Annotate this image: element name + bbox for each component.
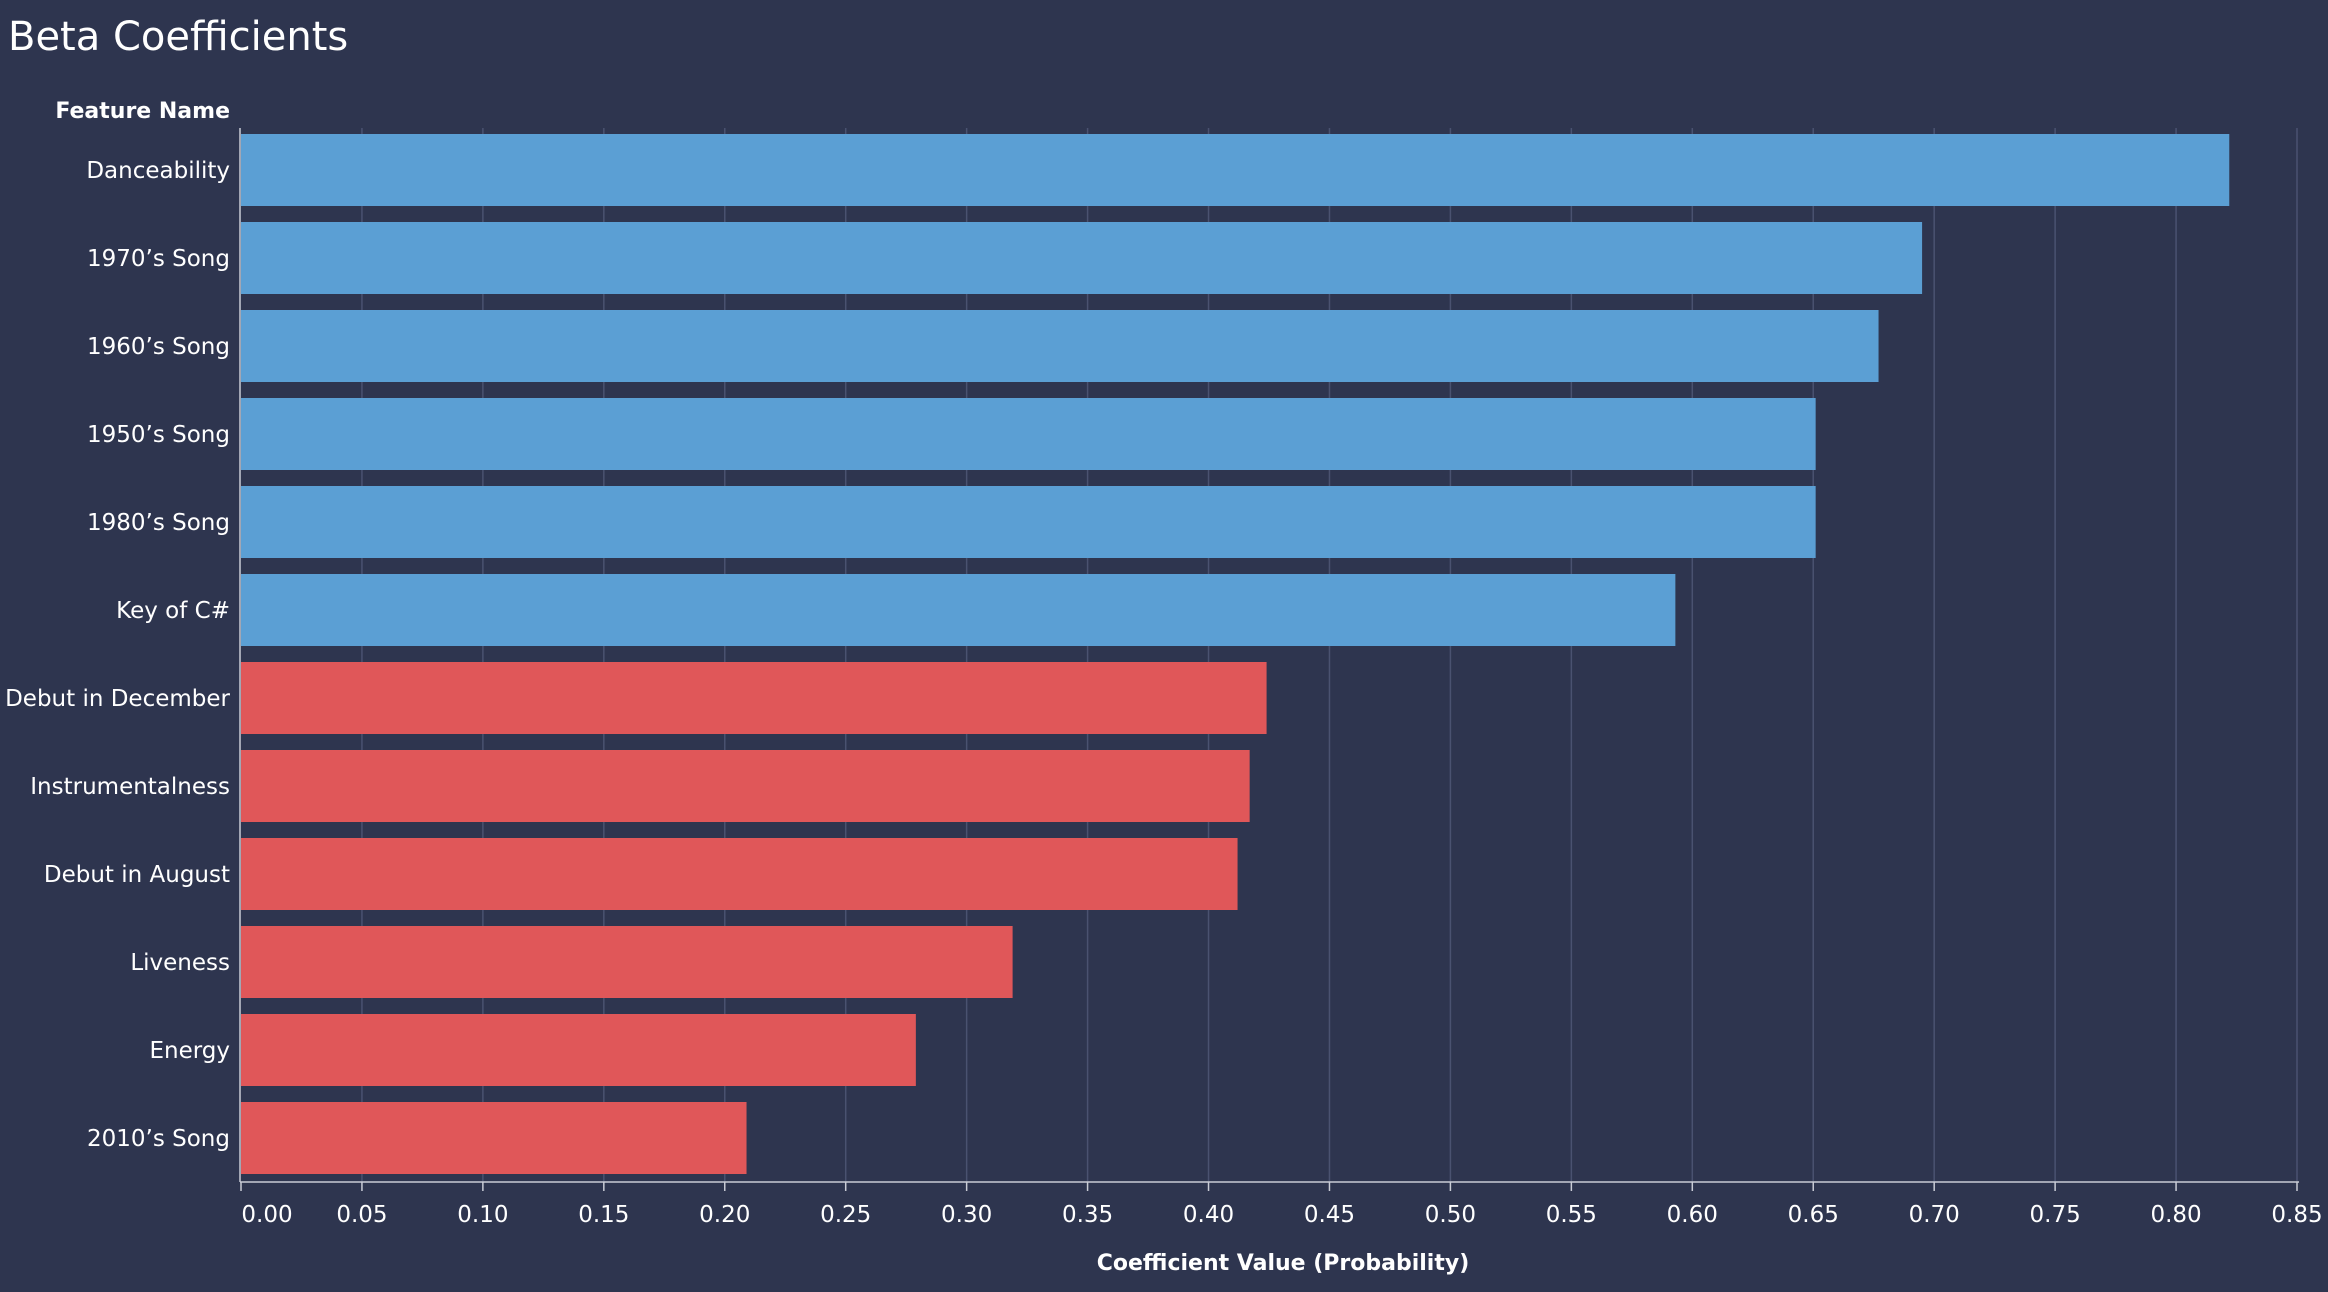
bar <box>241 1014 916 1086</box>
category-label: Debut in December <box>5 686 230 712</box>
x-tick-label: 0.30 <box>941 1202 992 1228</box>
axis-layer: 0.00 0.05 0.10 0.15 0.20 0.25 0.30 0.35 0.40 0.45… <box>239 128 2323 1228</box>
x-tick-label: 0.45 <box>1304 1202 1355 1228</box>
x-tick-label: 0.35 <box>1062 1202 1113 1228</box>
chart-title: Beta Coefficients <box>8 14 349 60</box>
x-tick-label: 0.00 <box>241 1202 292 1228</box>
y-axis-title: Feature Name <box>55 99 230 124</box>
x-tick-label: 0.10 <box>457 1202 508 1228</box>
x-tick-label: 0.25 <box>820 1202 871 1228</box>
category-label: Key of C# <box>116 598 230 624</box>
bar <box>241 574 1676 646</box>
category-label: 2010’s Song <box>87 1126 230 1152</box>
x-tick-label: 0.20 <box>699 1202 750 1228</box>
category-label: 1970’s Song <box>87 246 230 272</box>
x-tick-label: 0.05 <box>336 1202 387 1228</box>
bar <box>241 838 1238 910</box>
x-tick-label: 0.70 <box>1909 1202 1960 1228</box>
category-label: 1980’s Song <box>87 510 230 536</box>
bar <box>241 750 1250 822</box>
bar <box>241 662 1267 734</box>
label-layer: Danceability 1970’s Song 1960’s Song 1950’s… <box>5 158 230 1152</box>
x-tick-label: 0.80 <box>2150 1202 2201 1228</box>
x-tick-label: 0.75 <box>2030 1202 2081 1228</box>
x-tick-label: 0.60 <box>1667 1202 1718 1228</box>
x-tick-label: 0.65 <box>1788 1202 1839 1228</box>
category-label: Debut in August <box>44 862 230 888</box>
bar <box>241 134 2230 206</box>
category-label: Danceability <box>86 158 230 184</box>
grid-layer <box>361 128 2298 1182</box>
bar <box>241 926 1013 998</box>
bar <box>241 486 1816 558</box>
x-axis-title: Coefficient Value (Probability) <box>1097 1251 1470 1276</box>
category-label: Energy <box>149 1038 230 1064</box>
bar <box>241 398 1816 470</box>
bar <box>241 1102 747 1174</box>
x-tick-label: 0.85 <box>2271 1202 2322 1228</box>
bar <box>241 310 1879 382</box>
category-label: 1960’s Song <box>87 334 230 360</box>
x-tick-label: 0.55 <box>1546 1202 1597 1228</box>
bar <box>241 222 1923 294</box>
category-label: 1950’s Song <box>87 422 230 448</box>
x-tick-label: 0.15 <box>578 1202 629 1228</box>
x-tick-label: 0.40 <box>1183 1202 1234 1228</box>
category-label: Instrumentalness <box>30 774 230 800</box>
category-label: Liveness <box>130 950 230 976</box>
x-tick-label: 0.50 <box>1425 1202 1476 1228</box>
bar-layer <box>241 134 2230 1174</box>
